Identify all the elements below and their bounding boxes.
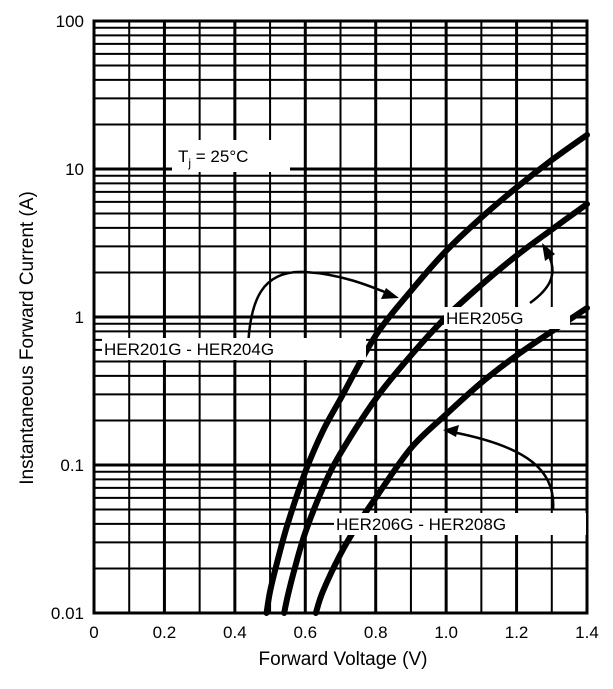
- x-tick-label: 1.0: [434, 623, 458, 642]
- pointer-her201: [246, 270, 393, 349]
- series-line-2: [312, 305, 590, 616]
- pointer-her205: [529, 251, 554, 305]
- pointer-her205-head: [542, 243, 555, 261]
- x-tick-label: 0: [89, 623, 98, 642]
- condition-prefix: T: [178, 147, 188, 166]
- pointer-arrows: [246, 243, 555, 511]
- svg-text:Tj = 25°C: Tj = 25°C: [178, 147, 248, 170]
- x-tick-labels: 0 0.2 0.4 0.6 0.8 1.0 1.2 1.4: [89, 623, 599, 642]
- x-tick-label: 0.6: [293, 623, 317, 642]
- y-tick-label: 0.01: [51, 604, 84, 623]
- condition-subscript: j: [187, 156, 191, 170]
- series-line-0: [263, 131, 590, 616]
- label-her206g-her208g: HER206G - HER208G: [334, 513, 586, 535]
- y-tick-label: 10: [65, 160, 84, 179]
- pointer-her206-head: [443, 425, 459, 437]
- plot-border: [92, 19, 589, 615]
- y-tick-label: 0.1: [60, 456, 84, 475]
- x-tick-label: 0.2: [153, 623, 177, 642]
- y-tick-label: 1: [75, 308, 84, 327]
- series-label-her201g-her204g: HER201G - HER204G: [104, 340, 274, 359]
- pointer-her201-head: [381, 288, 399, 299]
- series-label-her205g: HER205G: [446, 309, 523, 328]
- x-tick-label: 0.4: [223, 623, 247, 642]
- x-tick-label: 0.8: [364, 623, 388, 642]
- x-axis-label: Forward Voltage (V): [259, 649, 428, 670]
- y-axis-label: Instantaneous Forward Current (A): [17, 191, 38, 485]
- condition-label: Tj = 25°C: [172, 140, 290, 172]
- curves: [263, 131, 590, 616]
- x-tick-label: 1.2: [505, 623, 529, 642]
- condition-suffix: = 25°C: [191, 147, 248, 166]
- series-line-1: [281, 201, 590, 616]
- y-tick-label: 100: [56, 12, 84, 31]
- pointer-her206: [451, 430, 555, 511]
- label-her205g: HER205G: [444, 307, 570, 329]
- label-her201g-her204g: HER201G - HER204G: [102, 338, 366, 360]
- series-label-her206g-her208g: HER206G - HER208G: [336, 515, 506, 534]
- x-tick-label: 1.4: [575, 623, 599, 642]
- y-tick-labels: 0.01 0.1 1 10 100: [51, 12, 84, 623]
